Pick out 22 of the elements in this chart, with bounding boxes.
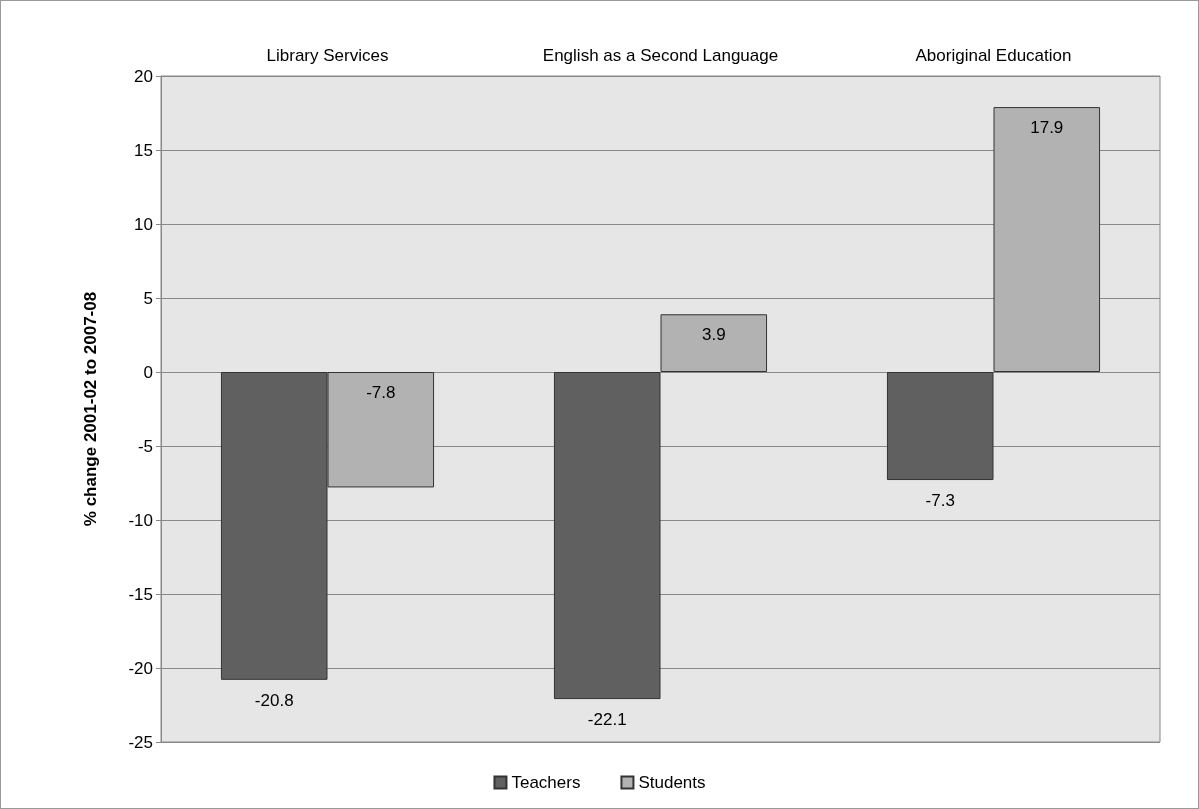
y-tick-label: -5 (137, 436, 153, 456)
x-tick-label: Library Services (266, 46, 389, 65)
x-tick-label: English as a Second Language (542, 46, 779, 65)
y-tick-label: -20 (128, 658, 153, 678)
data-label: 17.9 (1030, 118, 1064, 138)
data-label: -7.3 (925, 491, 955, 511)
legend-label: Students (638, 773, 706, 792)
data-label: -7.8 (366, 383, 396, 402)
y-tick-label: 10 (134, 214, 153, 234)
y-tick-label: -15 (128, 584, 153, 604)
data-label: -20.8 (254, 690, 294, 710)
data-label: -22.1 (587, 710, 627, 730)
y-tick-label: -10 (128, 510, 153, 530)
y-axis-title: % change 2001-02 to 2007-08 (81, 291, 100, 527)
x-tick-label: Aboriginal Education (915, 46, 1072, 65)
y-tick-label: 20 (134, 66, 153, 86)
legend-label: Teachers (511, 773, 581, 792)
y-tick-label: 0 (143, 362, 153, 382)
y-tick-label: 5 (143, 288, 153, 308)
data-label: 3.9 (701, 325, 726, 345)
y-tick-label: -25 (128, 732, 153, 752)
y-tick-label: 15 (134, 140, 153, 160)
